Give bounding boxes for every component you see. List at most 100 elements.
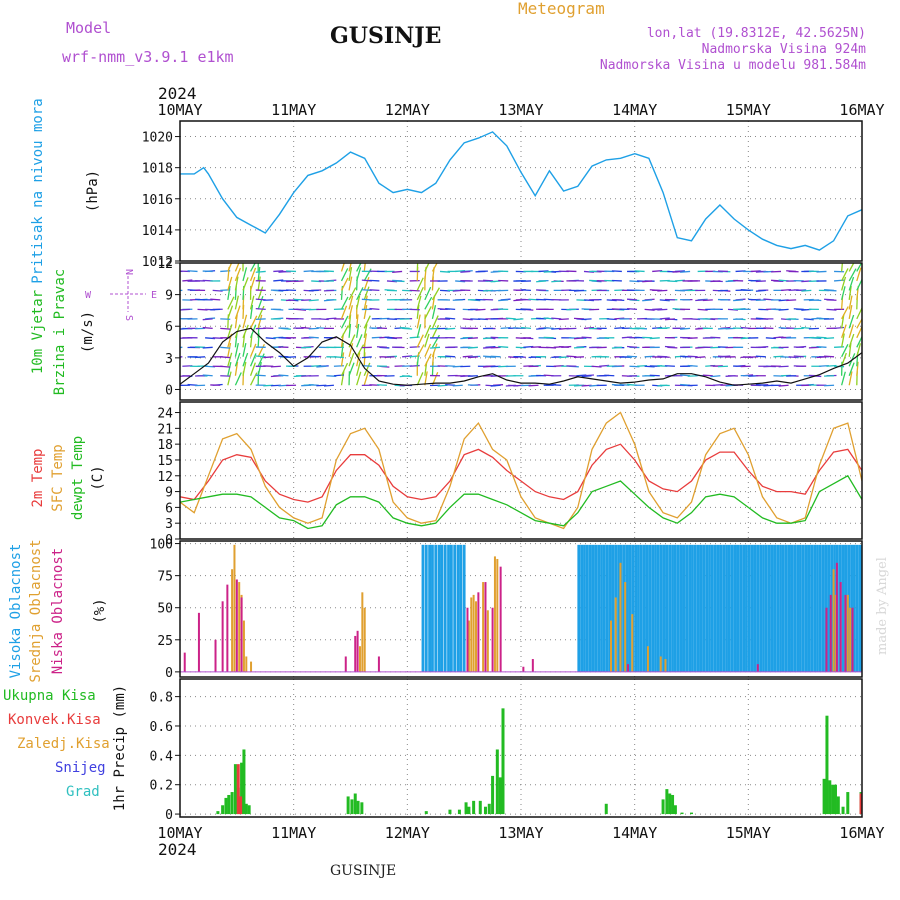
wind-arrow (664, 365, 675, 367)
wind-arrow (848, 263, 855, 272)
precip-bar (604, 803, 608, 815)
wind-arrow (249, 343, 257, 358)
cloud-bar (431, 544, 434, 672)
precip-bar (478, 800, 482, 815)
wind-arrow (416, 277, 424, 291)
wind-arrow (242, 277, 249, 291)
wind-label-2: Brzina i Pravac (52, 269, 68, 395)
wind-arrow (498, 299, 509, 302)
cloud-bar (818, 544, 822, 672)
cloud-bar (742, 544, 745, 672)
cloud-bar (756, 544, 760, 672)
precip-bar (224, 797, 228, 815)
wind-arrow (664, 345, 675, 348)
wind-arrow (356, 352, 361, 367)
wind-arrow (793, 308, 804, 311)
cloud-bar (646, 646, 649, 672)
panel-frame (179, 678, 863, 818)
y-tick-label: 1012 (142, 255, 173, 270)
wind-arrow (361, 356, 372, 359)
wind-arrow (834, 326, 845, 329)
cloud-bar (609, 620, 612, 672)
cloud-bar (816, 544, 819, 672)
wind-arrow (392, 270, 403, 273)
wind-arrow (249, 372, 258, 386)
wind-arrow (778, 384, 789, 387)
cloud-bar (733, 544, 737, 672)
wind-arrow (816, 356, 827, 359)
precip-bar (822, 778, 826, 815)
cloud-bar (691, 544, 694, 672)
compass-n: N (123, 269, 134, 275)
precip-bar (668, 793, 672, 815)
precip-bar (841, 806, 845, 815)
cloud-bar (624, 582, 627, 672)
wind-arrow (659, 299, 670, 302)
wind-arrow (255, 270, 266, 273)
cloud-bar (773, 544, 777, 672)
wind-arrow (323, 270, 334, 273)
precip-legend-item: Ukupna Kisa (3, 688, 96, 704)
precip-bar (457, 809, 461, 815)
y-tick-label: 1018 (142, 162, 173, 177)
precip-bar (501, 708, 505, 815)
x-tick-label: 10MAY (157, 824, 202, 842)
wind-arrow (416, 314, 421, 329)
cloud-bar (484, 582, 487, 672)
x-tick-label: 16MAY (839, 101, 884, 119)
wind-arrow (234, 267, 242, 282)
temp-label-2m: 2m Temp (30, 448, 46, 507)
wind-arrow (323, 299, 334, 302)
wind-arrow (182, 279, 193, 282)
wind-arrow (376, 346, 388, 348)
y-tick-label: 0 (165, 533, 173, 548)
wind-arrow (340, 362, 349, 377)
wind-arrow (255, 307, 266, 311)
wind-arrow (856, 267, 862, 282)
cloud-bar (844, 594, 847, 672)
precip-bar (846, 792, 850, 815)
wind-arrow (363, 295, 368, 310)
compass-icon: N E S W (85, 269, 157, 321)
compass-e: E (151, 290, 157, 301)
wind-arrow (348, 343, 354, 357)
wind-arrow (356, 334, 363, 348)
wind-arrow (816, 336, 827, 339)
elevation-label: Nadmorska Visina 924m (702, 42, 867, 57)
x-tick-label: 11MAY (271, 101, 316, 119)
wind-arrow (348, 276, 353, 291)
wind-arrow (687, 355, 698, 358)
cloud-label-low: Niska Oblacnost (50, 548, 66, 674)
cloud-bar (437, 544, 441, 672)
wind-arrow (490, 355, 501, 358)
precip-bar (498, 777, 502, 815)
cloud-bar (759, 544, 763, 672)
wind-arrow (227, 285, 231, 300)
cloud-bar (600, 544, 603, 672)
wind-arrow (227, 361, 232, 376)
wind-arrow (356, 314, 359, 329)
wind-arrow (249, 295, 255, 310)
cloud-bar (756, 664, 759, 672)
wind-arrow (369, 289, 380, 292)
wind-arrow (234, 372, 242, 386)
precip-bar (346, 796, 350, 815)
wind-arrow (848, 304, 853, 319)
x-tick-label: 16MAY (839, 824, 884, 842)
wind-arrow (202, 318, 213, 321)
precip-bar (495, 749, 499, 815)
wind-arrow (841, 352, 847, 367)
y-tick-label: 24 (157, 407, 173, 422)
temp-line-sfc_temp (180, 411, 862, 530)
x-tick-label: 12MAY (385, 101, 430, 119)
wind-arrow (348, 263, 352, 272)
cloud-bar (713, 544, 717, 672)
cloud-bar (679, 544, 683, 672)
wind-arrow (848, 324, 854, 339)
wind-arrow (356, 295, 361, 310)
y-tick-label: 9 (165, 289, 173, 304)
wind-arrow (257, 276, 261, 291)
wind-arrow (856, 361, 859, 376)
wind-arrow (649, 337, 660, 340)
